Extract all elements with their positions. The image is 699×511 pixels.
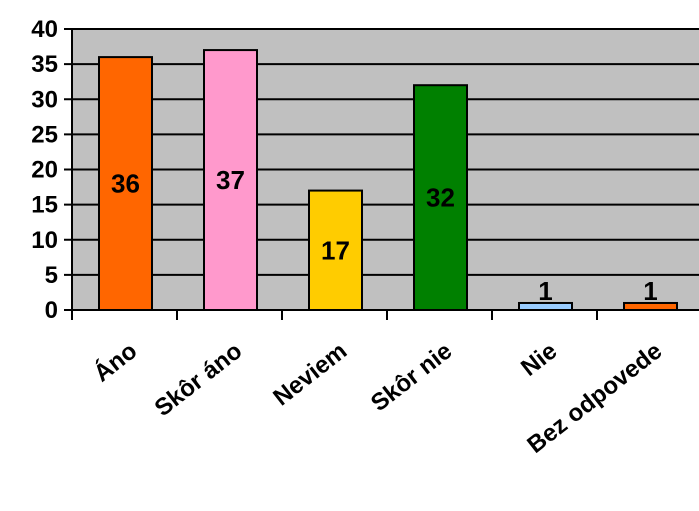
y-tick-label: 25	[31, 121, 58, 148]
data-label: 32	[426, 183, 455, 213]
y-tick-label: 30	[31, 86, 58, 113]
data-labels: 36 37 17 32 1 1	[111, 165, 658, 306]
x-tick-label: Neviem	[268, 337, 352, 411]
bar	[308, 189, 363, 311]
data-label: 17	[321, 235, 350, 265]
x-tick-label: Skôr nie	[366, 337, 457, 417]
y-tick-label: 35	[31, 51, 58, 78]
axes	[64, 28, 699, 320]
data-label: 1	[643, 276, 657, 306]
x-tick-label: Skôr áno	[150, 337, 248, 422]
y-tick-label: 40	[31, 16, 58, 43]
bars	[98, 49, 678, 312]
data-label: 37	[216, 165, 245, 195]
x-tick-label: Áno	[88, 337, 142, 388]
data-label: 1	[538, 276, 552, 306]
data-label: 36	[111, 169, 140, 199]
y-tick-label: 0	[45, 297, 58, 324]
y-tick-label: 10	[31, 227, 58, 254]
y-tick-label: 20	[31, 157, 58, 184]
gridlines	[72, 28, 699, 276]
y-tick-label: 5	[45, 262, 58, 289]
y-tick-label: 15	[31, 192, 58, 219]
bar	[203, 49, 258, 311]
x-tick-label: Nie	[516, 337, 562, 381]
y-tick-labels: 0 5 10 15 20 25 30 35 40	[31, 16, 58, 324]
bar	[98, 56, 153, 311]
bar	[413, 84, 468, 311]
